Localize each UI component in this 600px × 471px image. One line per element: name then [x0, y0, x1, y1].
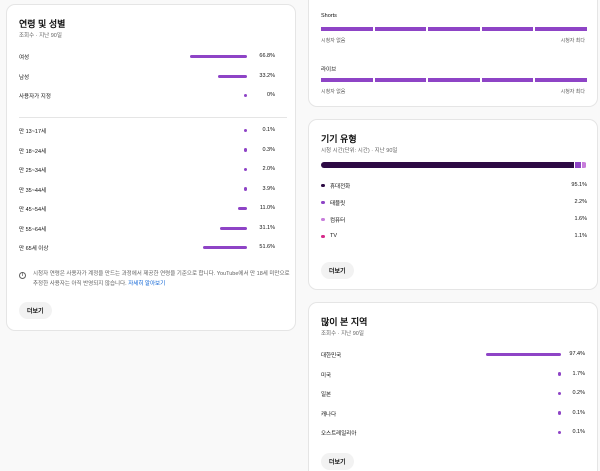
device-stack-segment [321, 162, 574, 168]
device-more-button[interactable]: 더보기 [321, 262, 354, 279]
age-info-text: 시청자 연령은 사용자가 계정을 만드는 과정에서 제공한 연령을 기준으로 합… [33, 269, 291, 289]
geography-bar-dot [557, 391, 561, 396]
geography-label: 오스트레일리아 [321, 431, 357, 437]
age-bar [202, 246, 247, 249]
age-label: 만 25~34세 [19, 168, 47, 174]
age-value: 51.6% [259, 244, 275, 250]
geography-bar-dot [557, 430, 561, 435]
device-label: 태블릿 [330, 201, 346, 207]
age-bar-dot [243, 148, 247, 152]
formats-card: Shorts 시청자 없음 시청자 최다 라이브 시청자 없음 시청자 최다 [308, 0, 598, 107]
device-legend-dot [321, 234, 325, 239]
geography-value: 0.2% [572, 390, 585, 396]
geography-subtitle: 조회수 · 지난 90일 [321, 331, 364, 337]
device-legend-dot [321, 200, 325, 205]
shorts-axis-max: 시청자 최다 [560, 38, 585, 44]
gender-value: 0% [267, 92, 275, 98]
age-gender-subtitle: 조회수 · 지난 90일 [19, 33, 62, 39]
shorts-bar [321, 27, 587, 31]
geography-value: 0.1% [572, 429, 585, 435]
age-value: 11.0% [259, 205, 275, 211]
age-label: 만 18~24세 [19, 148, 47, 155]
gender-label: 사용자가 지정 [19, 94, 51, 100]
geography-label: 캐나다 [321, 411, 337, 418]
live-axis-max: 시청자 최다 [560, 89, 585, 95]
geography-value: 0.1% [572, 409, 585, 416]
geography-bar-dot [557, 411, 561, 415]
geography-label: 미국 [321, 372, 332, 379]
age-bar-dot [243, 187, 247, 191]
device-value: 1.1% [574, 233, 587, 239]
shorts-axis-min: 시청자 없음 [321, 38, 346, 44]
device-legend-dot [321, 217, 325, 222]
info-icon: i [19, 272, 26, 279]
learn-more-link[interactable]: 자세히 알아보기 [128, 281, 166, 287]
live-bar [321, 78, 587, 82]
geography-label: 대한민국 [321, 353, 342, 359]
geography-more-button[interactable]: 더보기 [321, 453, 354, 470]
audience-segment [321, 78, 373, 82]
geography-card: 많이 본 지역 조회수 · 지난 90일 대한민국 97.4% 미국 1.7% 일본 0.… [308, 302, 598, 471]
geography-bar [486, 353, 561, 356]
audience-segment [535, 78, 587, 82]
device-legend-dot [321, 183, 325, 188]
age-label: 만 13~17세 [19, 129, 47, 135]
audience-segment [481, 27, 534, 31]
geography-label: 일본 [321, 392, 332, 398]
gender-bar [189, 55, 247, 58]
geography-value: 97.4% [569, 351, 585, 357]
device-label: 컴퓨터 [330, 218, 346, 224]
age-label: 만 35~44세 [19, 187, 47, 194]
geography-title: 많이 본 지역 [321, 317, 368, 327]
shorts-label: Shorts [321, 13, 337, 19]
audience-segment [428, 78, 480, 82]
gender-bar-dot [243, 93, 247, 98]
device-subtitle: 시청 시간(단위: 시간) · 지난 90일 [321, 148, 398, 154]
age-label: 만 45~54세 [19, 207, 47, 213]
geography-value: 1.7% [572, 370, 585, 377]
audience-segment [481, 78, 534, 82]
device-title: 기기 유형 [321, 134, 357, 144]
age-bar-dot [243, 128, 247, 133]
audience-segment [428, 27, 480, 31]
age-bar [220, 226, 247, 230]
age-more-button[interactable]: 더보기 [19, 302, 52, 319]
age-label: 만 55~64세 [19, 226, 47, 233]
live-axis-min: 시청자 없음 [321, 89, 346, 95]
device-value: 2.2% [574, 199, 587, 205]
divider [19, 117, 287, 118]
device-stacked-bar [321, 162, 587, 168]
gender-bar [218, 74, 247, 78]
age-value: 0.1% [262, 127, 275, 133]
age-value: 2.0% [262, 166, 275, 172]
age-value: 31.1% [259, 224, 275, 231]
device-label: 휴대전화 [330, 184, 351, 190]
audience-segment [535, 27, 587, 31]
device-stack-segment [581, 162, 587, 168]
age-value: 0.3% [262, 146, 275, 153]
audience-segment [321, 27, 373, 31]
device-value: 1.6% [574, 216, 587, 222]
gender-label: 남성 [19, 74, 30, 81]
audience-segment [374, 78, 427, 82]
gender-value: 66.8% [259, 53, 275, 59]
device-card: 기기 유형 시청 시간(단위: 시간) · 지난 90일 휴대전화 95.1% 태블… [308, 119, 598, 290]
geography-bar-dot [557, 372, 561, 376]
age-gender-title: 연령 및 성별 [19, 19, 66, 29]
audience-segment [374, 27, 427, 31]
age-bar [237, 207, 247, 210]
gender-label: 여성 [19, 55, 30, 61]
info-text: 시청자 연령은 사용자가 계정을 만드는 과정에서 제공한 연령을 기준으로 합… [33, 271, 290, 287]
device-stack-segment [574, 162, 581, 168]
age-label: 만 65세 이상 [19, 246, 49, 252]
live-label: 라이브 [321, 67, 337, 73]
age-value: 3.9% [262, 185, 275, 192]
age-gender-card: 연령 및 성별 조회수 · 지난 90일 여성 66.8% 남성 33.2% 사용자가 … [6, 4, 296, 331]
device-value: 95.1% [571, 182, 587, 188]
age-bar-dot [243, 167, 247, 172]
device-label: TV [330, 233, 338, 239]
gender-value: 33.2% [259, 72, 275, 79]
